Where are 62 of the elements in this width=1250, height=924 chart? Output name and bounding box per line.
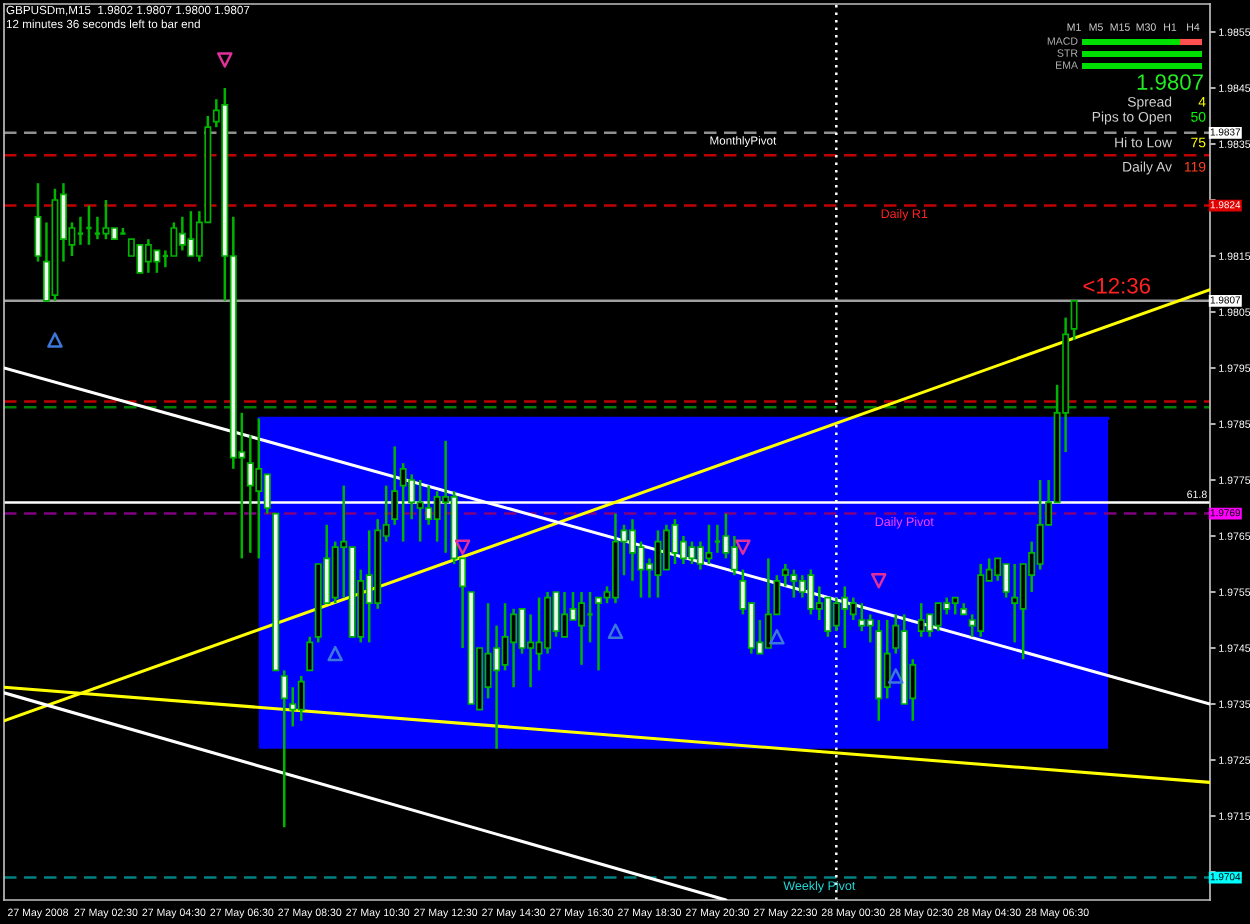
- candlestick: [578, 590, 585, 667]
- candlestick: [764, 557, 772, 650]
- point: [454, 539, 471, 555]
- candlestick: [561, 590, 569, 639]
- candlestick: [93, 215, 102, 241]
- candlestick: [527, 613, 535, 689]
- candlestick: [688, 540, 696, 566]
- candlestick: [730, 534, 738, 577]
- candlestick: [297, 674, 305, 723]
- candlestick: [416, 478, 424, 543]
- candlestick: [781, 562, 789, 588]
- candlestick: [178, 215, 186, 252]
- candlestick: [832, 596, 840, 633]
- candlestick: [136, 243, 144, 274]
- candlestick: [425, 484, 433, 527]
- candlestick: [1011, 562, 1019, 644]
- candlestick: [713, 523, 722, 555]
- point: [217, 52, 233, 68]
- candlestick: [493, 624, 501, 751]
- point: [769, 629, 785, 645]
- candlestick: [586, 590, 594, 644]
- annotation: 1.9807: [1137, 74, 1203, 90]
- candlestick: [858, 601, 866, 633]
- candlestick: [408, 473, 416, 521]
- candlestick: [934, 601, 942, 633]
- candlestick: [246, 433, 254, 555]
- candlestick: [849, 596, 857, 622]
- point: [47, 332, 63, 348]
- candlestick: [654, 529, 662, 599]
- candlestick: [662, 523, 670, 571]
- candlestick: [535, 596, 543, 672]
- candlestick: [187, 209, 195, 258]
- candlestick: [280, 669, 288, 829]
- point: [607, 623, 624, 639]
- point: [735, 539, 751, 555]
- candlestick: [365, 529, 373, 644]
- candlestick: [510, 607, 518, 689]
- candlestick: [399, 461, 407, 543]
- candlestick: [153, 249, 161, 275]
- point: [871, 573, 887, 589]
- candlestick: [790, 568, 798, 599]
- point: [888, 668, 904, 684]
- candlestick: [671, 517, 679, 566]
- candlestick: [696, 540, 704, 571]
- candlestick: [102, 198, 110, 241]
- point: [327, 645, 343, 662]
- candlestick: [629, 517, 636, 583]
- candlestick: [917, 601, 925, 639]
- annotation: <12:36: [1083, 277, 1151, 294]
- candlestick: [1036, 478, 1044, 571]
- candlestick: [442, 439, 450, 555]
- candlestick: [85, 204, 93, 247]
- candlestick: [144, 237, 152, 275]
- candlestick: [883, 618, 891, 700]
- candlestick: [705, 523, 713, 566]
- candlestick: [306, 635, 314, 672]
- candlestick: [841, 585, 849, 650]
- candlestick: [1070, 299, 1078, 342]
- candlestick: [595, 596, 602, 672]
- candlestick: [255, 417, 263, 560]
- candlestick: [807, 568, 815, 616]
- candlestick: [76, 215, 85, 247]
